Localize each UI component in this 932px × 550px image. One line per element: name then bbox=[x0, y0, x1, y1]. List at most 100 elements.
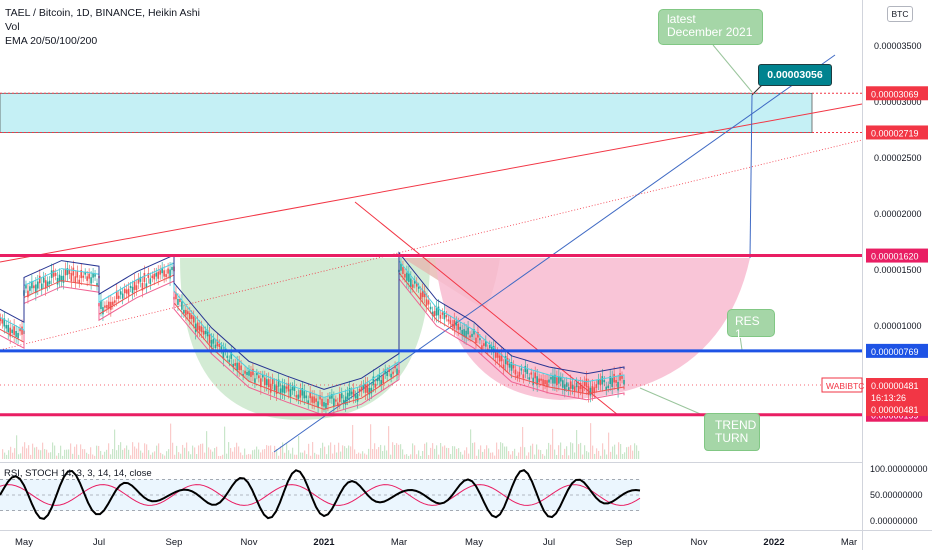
price-candle bbox=[530, 372, 533, 375]
price-candle bbox=[159, 270, 161, 275]
symbol-title[interactable]: TAEL / Bitcoin, 1D, BINANCE, Heikin Ashi bbox=[5, 7, 200, 19]
price-candle bbox=[623, 379, 625, 385]
price-candle bbox=[506, 358, 509, 366]
volume-bar bbox=[80, 444, 82, 459]
volume-bar bbox=[476, 455, 478, 459]
price-candle bbox=[190, 315, 193, 319]
price-candle bbox=[500, 354, 503, 362]
volume-bar bbox=[156, 445, 158, 459]
price-candle bbox=[161, 267, 163, 274]
volume-bar bbox=[288, 450, 290, 459]
volume-bar bbox=[136, 448, 138, 459]
price-candle bbox=[60, 275, 63, 282]
volume-bar bbox=[54, 445, 56, 459]
currency-badge[interactable]: BTC bbox=[887, 6, 913, 22]
volume-bar bbox=[252, 450, 254, 459]
price-candle bbox=[563, 384, 566, 391]
price-candle bbox=[153, 273, 156, 280]
price-candle bbox=[540, 378, 542, 381]
price-candle bbox=[177, 298, 179, 305]
volume-bar bbox=[218, 455, 220, 459]
price-candle bbox=[108, 301, 110, 309]
price-candle bbox=[84, 272, 86, 275]
price-candle bbox=[68, 269, 71, 274]
blue-projection bbox=[749, 94, 753, 259]
price-candle bbox=[522, 374, 525, 379]
x-tick-label: 2021 bbox=[313, 537, 335, 548]
price-candle bbox=[573, 386, 576, 392]
trend-turn-note[interactable]: TREND TURN bbox=[704, 413, 760, 451]
price-candle bbox=[358, 389, 361, 392]
price-candle bbox=[169, 269, 171, 279]
volume-bar bbox=[432, 443, 434, 459]
volume-bar bbox=[442, 446, 444, 459]
price-candle bbox=[269, 383, 272, 393]
price-candle bbox=[431, 311, 434, 316]
price-candle bbox=[346, 392, 349, 399]
volume-bar bbox=[196, 454, 198, 459]
volume-bar bbox=[422, 451, 424, 459]
price-candle bbox=[404, 273, 406, 278]
volume-bar bbox=[404, 454, 406, 459]
volume-bar bbox=[232, 451, 234, 459]
volume-bar bbox=[130, 455, 132, 459]
volume-bar bbox=[356, 453, 358, 459]
volume-bar bbox=[210, 449, 212, 459]
volume-bar bbox=[92, 454, 94, 459]
target-price-label[interactable]: 0.00003056 bbox=[758, 64, 832, 86]
volume-bar bbox=[598, 450, 600, 459]
volume-bar bbox=[88, 454, 90, 459]
res1-note[interactable]: RES 1 bbox=[727, 309, 775, 341]
price-candle bbox=[609, 376, 611, 384]
price-candle bbox=[488, 345, 491, 349]
volume-bar bbox=[6, 454, 8, 459]
price-candle bbox=[558, 376, 560, 384]
price-candle bbox=[141, 282, 144, 291]
latest-note-line-2: December 2021 bbox=[667, 25, 753, 39]
volume-bar bbox=[386, 450, 388, 459]
latest-note[interactable]: latest December 2021 bbox=[658, 9, 763, 45]
price-candle bbox=[27, 290, 29, 298]
price-candle bbox=[35, 284, 37, 294]
volume-bar bbox=[464, 450, 466, 459]
volume-bar bbox=[282, 442, 284, 459]
price-candle bbox=[441, 312, 444, 315]
price-candle bbox=[44, 280, 47, 289]
x-tick-label: May bbox=[465, 537, 483, 548]
last-price-text: 0.00000481 bbox=[871, 381, 919, 391]
price-candle bbox=[149, 278, 152, 284]
volume-bar bbox=[480, 445, 482, 459]
volume-bar bbox=[334, 444, 336, 459]
volume-bar bbox=[560, 442, 562, 459]
price-candle bbox=[179, 298, 181, 303]
y-tick-label: 0.00002000 bbox=[874, 209, 922, 219]
volume-bar bbox=[576, 430, 578, 459]
volume-bar bbox=[582, 454, 584, 459]
price-candle bbox=[305, 395, 308, 399]
volume-bar bbox=[548, 442, 550, 459]
level-price-tag bbox=[866, 86, 928, 101]
volume-bar bbox=[344, 446, 346, 459]
price-candle bbox=[562, 380, 564, 388]
price-candle bbox=[252, 368, 254, 376]
volume-bar bbox=[328, 445, 330, 459]
ema-label[interactable]: EMA 20/50/100/200 bbox=[5, 35, 98, 47]
rsi-label[interactable]: RSI, STOCH 14, 3, 3, 14, 14, close bbox=[4, 468, 152, 479]
volume-bar bbox=[22, 446, 24, 459]
price-candle bbox=[567, 387, 570, 391]
volume-bar bbox=[8, 450, 10, 459]
volume-bars bbox=[2, 423, 640, 459]
volume-bar bbox=[148, 450, 150, 459]
price-candle bbox=[70, 273, 73, 282]
volume-label[interactable]: Vol bbox=[5, 21, 20, 33]
price-candle bbox=[374, 383, 377, 388]
volume-bar bbox=[144, 443, 146, 459]
volume-bar bbox=[194, 447, 196, 459]
price-candle bbox=[329, 396, 331, 399]
price-candle bbox=[333, 398, 335, 407]
price-candle bbox=[589, 387, 592, 396]
volume-bar bbox=[208, 447, 210, 459]
price-candle bbox=[200, 326, 203, 333]
volume-bar bbox=[400, 444, 402, 459]
